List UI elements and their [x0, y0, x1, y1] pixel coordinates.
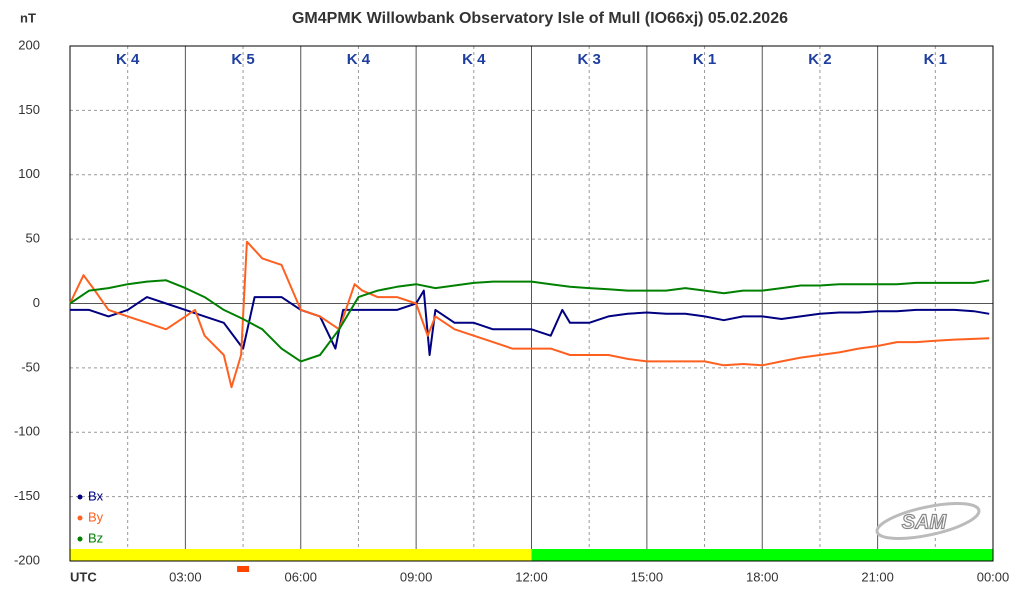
x-tick-label: UTC: [70, 569, 97, 584]
y-axis-label: nT: [20, 10, 36, 25]
series-line: [69, 240, 990, 389]
legend-label: Bz: [88, 530, 103, 545]
logo-swoosh: [875, 502, 981, 540]
legend-swatch: [77, 494, 83, 500]
y-tick-label: -50: [21, 359, 40, 374]
logo: SAM: [875, 502, 981, 540]
k-index-label: K 4: [116, 51, 140, 68]
y-tick-label: -100: [14, 424, 40, 439]
y-tick-label: 0: [33, 295, 40, 310]
y-tick-label: 100: [18, 166, 40, 181]
k-index-label: K 3: [578, 51, 601, 68]
legend-swatch: [77, 515, 83, 521]
k-index-label: K 2: [808, 51, 831, 68]
y-tick-label: 50: [26, 231, 40, 246]
k-index-label: K 4: [347, 51, 371, 68]
k-index-label: K 1: [693, 51, 716, 68]
k-index-label: K 5: [231, 51, 254, 68]
status-segment: [70, 549, 532, 561]
y-tick-label: -200: [14, 552, 40, 567]
x-tick-label: 03:00: [169, 569, 202, 584]
k-index-label: K 4: [462, 51, 486, 68]
logo-text: SAM: [902, 511, 948, 533]
legend-label: By: [88, 509, 104, 524]
legend-label: Bx: [88, 488, 104, 503]
x-tick-label: 06:00: [284, 569, 317, 584]
k-index-label: K 1: [924, 51, 947, 68]
chart-title: GM4PMK Willowbank Observatory Isle of Mu…: [292, 10, 788, 27]
y-tick-label: -150: [14, 488, 40, 503]
x-tick-label: 00:00: [977, 569, 1010, 584]
legend-swatch: [77, 536, 83, 542]
x-tick-label: 12:00: [515, 569, 548, 584]
y-tick-label: 200: [18, 37, 40, 52]
series-line: [69, 279, 990, 363]
x-tick-label: 15:00: [631, 569, 664, 584]
x-tick-label: 18:00: [746, 569, 779, 584]
marker: [237, 566, 250, 572]
series-line: [70, 289, 990, 356]
x-tick-label: 21:00: [861, 569, 894, 584]
status-segment: [531, 549, 993, 561]
x-tick-label: 09:00: [400, 569, 433, 584]
y-tick-label: 150: [18, 102, 40, 117]
